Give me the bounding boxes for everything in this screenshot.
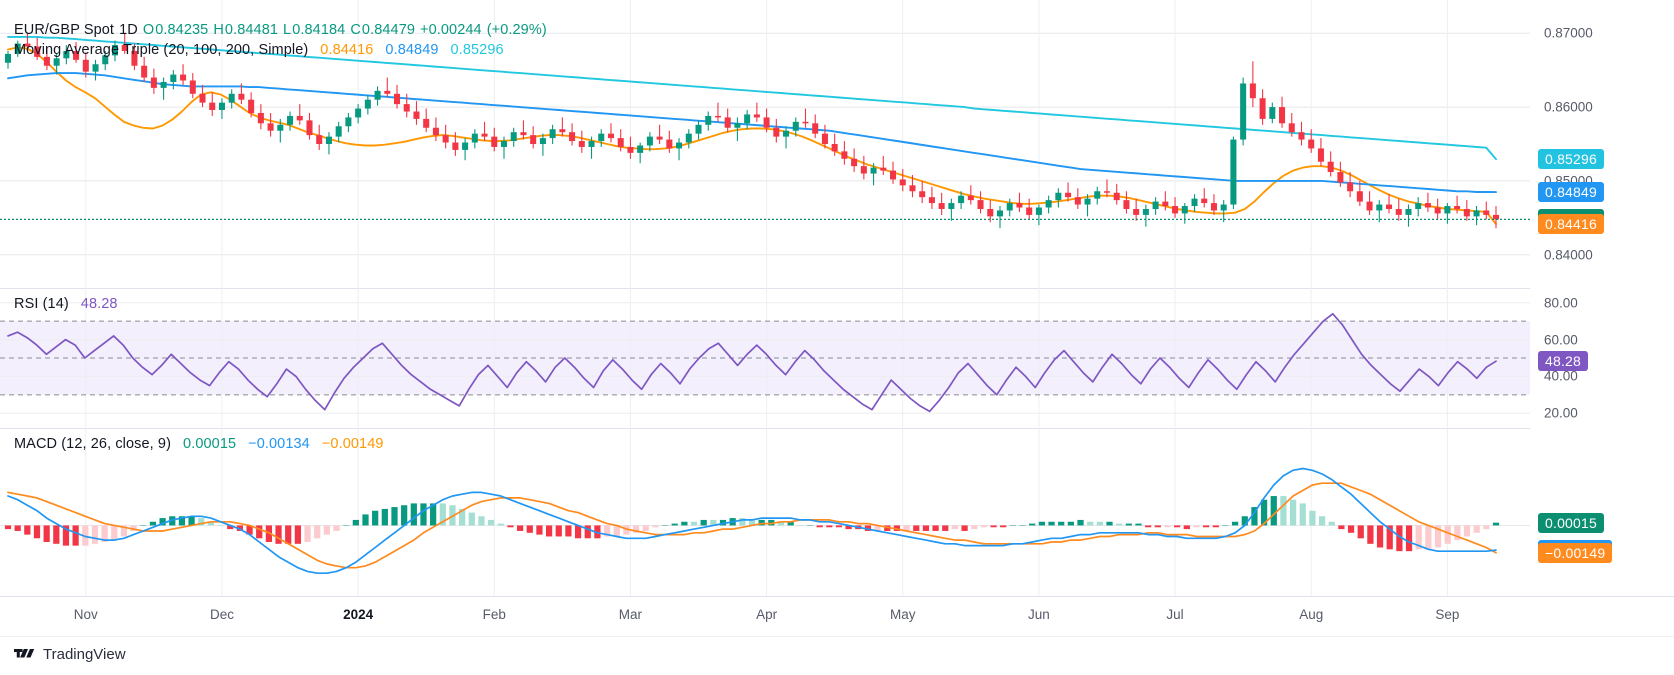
rsi-badge[interactable]: 48.28 (1538, 351, 1588, 371)
price-badge[interactable]: 0.84416 (1538, 214, 1604, 234)
macd-badge[interactable]: −0.00149 (1538, 543, 1612, 563)
time-axis-label: Jul (1166, 607, 1183, 622)
time-axis-label: Nov (74, 607, 98, 622)
price-change-percent: (+0.29%) (487, 22, 547, 38)
ma100-value: 0.84849 (385, 42, 438, 58)
macd-hist-value: −0.00149 (322, 436, 384, 452)
rsi-plot-area[interactable] (0, 288, 1530, 428)
rsi-value: 48.28 (81, 296, 118, 312)
ohlc-close-label: C (350, 22, 361, 38)
macd-axis[interactable]: 0.00015−0.00134−0.00149 (1530, 428, 1674, 596)
time-axis-label: May (890, 607, 916, 622)
rsi-axis[interactable]: 80.00 60.00 40.00 20.00 48.28 (1530, 288, 1674, 428)
ohlc-open: 0.84235 (155, 22, 208, 38)
chart-footer: TradingView (0, 636, 1674, 675)
price-tick: 0.87000 (1544, 26, 1593, 41)
ohlc-low-label: L (283, 22, 291, 38)
ma20-value: 0.84416 (320, 42, 373, 58)
macd-signal-value: −0.00134 (248, 436, 310, 452)
macd-pane: 0.00015−0.00134−0.00149 MACD (12, 26, cl… (0, 428, 1674, 596)
rsi-tick: 40.00 (1544, 369, 1578, 384)
macd-plot-area[interactable] (0, 428, 1530, 596)
ma200-value: 0.85296 (451, 42, 504, 58)
rsi-tick: 80.00 (1544, 295, 1578, 310)
price-change: +0.00244 (420, 22, 482, 38)
moving-average-legend[interactable]: Moving Average Triple (20, 100, 200, Sim… (14, 42, 509, 58)
ohlc-high-label: H (213, 22, 224, 38)
price-tick: 0.86000 (1544, 100, 1593, 115)
time-axis[interactable]: Nov Dec 2024 Feb Mar Apr May Jun Jul Aug Sep (0, 596, 1674, 636)
symbol-legend[interactable]: EUR/GBP Spot 1D O0.84235 H0.84481 L0.84184 C0… (14, 22, 552, 38)
price-tick: 0.84000 (1544, 247, 1593, 262)
time-axis-label: Aug (1299, 607, 1323, 622)
time-axis-label: Jun (1028, 607, 1050, 622)
tradingview-mark-icon (14, 647, 36, 662)
symbol-name: EUR/GBP Spot (14, 22, 114, 38)
macd-legend[interactable]: MACD (12, 26, close, 9) 0.00015 −0.00134 −0… (14, 436, 389, 452)
time-axis-label: Mar (619, 607, 642, 622)
macd-title: MACD (12, 26, close, 9) (14, 436, 171, 452)
ohlc-low: 0.84184 (292, 22, 345, 38)
time-axis-label: Sep (1435, 607, 1459, 622)
time-axis-label: 2024 (343, 607, 373, 622)
ohlc-open-label: O (143, 22, 154, 38)
time-axis-label: Dec (210, 607, 234, 622)
ohlc-high: 0.84481 (225, 22, 278, 38)
ma-title: Moving Average Triple (20, 100, 200, Sim… (14, 42, 308, 58)
rsi-tick: 20.00 (1544, 406, 1578, 421)
tradingview-logo[interactable]: TradingView (14, 646, 126, 663)
price-badge[interactable]: 0.85296 (1538, 149, 1604, 169)
ohlc-close: 0.84479 (362, 22, 415, 38)
time-axis-label: Feb (483, 607, 506, 622)
time-axis-label: Apr (756, 607, 777, 622)
rsi-title: RSI (14) (14, 296, 69, 312)
macd-badge[interactable]: 0.00015 (1538, 513, 1604, 533)
tradingview-wordmark: TradingView (43, 646, 126, 663)
symbol-interval: 1D (119, 22, 138, 38)
macd-value: 0.00015 (183, 436, 236, 452)
rsi-tick: 60.00 (1544, 332, 1578, 347)
rsi-pane: 80.00 60.00 40.00 20.00 48.28 RSI (14) 48.28 (0, 288, 1674, 428)
price-badge[interactable]: 0.84849 (1538, 182, 1604, 202)
rsi-legend[interactable]: RSI (14) 48.28 (14, 296, 123, 312)
